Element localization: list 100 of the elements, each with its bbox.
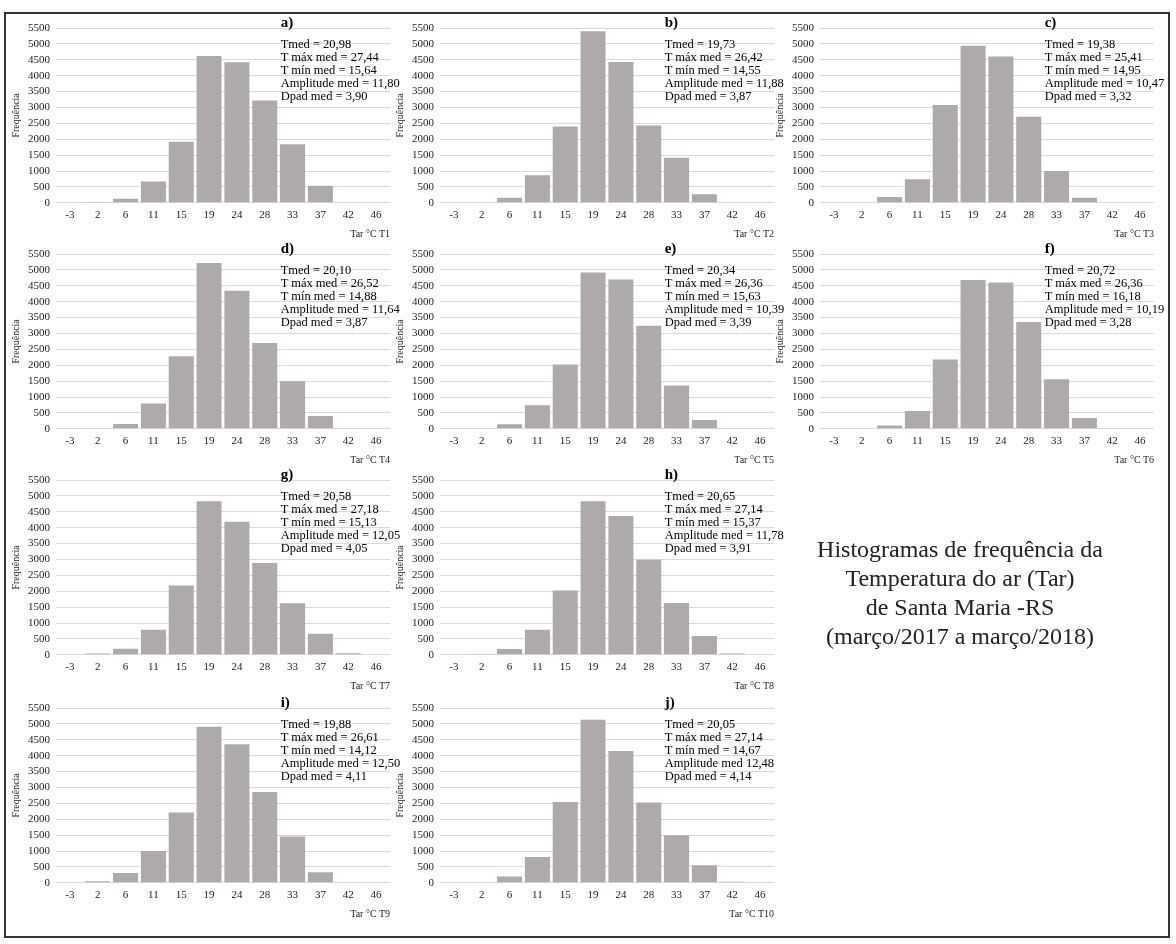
- y-tick-label: 2500: [28, 116, 51, 129]
- annotation: T máx med = 27,14: [664, 730, 764, 744]
- x-tick-label: 15: [559, 434, 572, 447]
- x-tick-label: 46: [370, 660, 383, 673]
- x-tick-label: -3: [449, 660, 459, 673]
- bar: [168, 812, 194, 883]
- y-tick-label: 3500: [792, 84, 815, 97]
- x-tick-label: 37: [1078, 434, 1091, 447]
- bar: [140, 629, 166, 655]
- y-tick-label: 2500: [412, 568, 435, 581]
- y-axis-title: Frequência: [773, 92, 785, 138]
- y-tick-label: 5000: [412, 262, 435, 275]
- x-tick-label: 46: [754, 208, 767, 221]
- annotation: Tmed = 20,05: [664, 717, 737, 731]
- annotation: T mín med = 14,12: [280, 743, 378, 757]
- y-tick-label: 5500: [28, 246, 51, 259]
- annotation: T máx med = 27,44: [280, 50, 380, 64]
- bar: [988, 282, 1014, 429]
- chart-title: g): [280, 466, 294, 483]
- bar: [224, 521, 250, 655]
- y-tick-label: 1500: [28, 148, 51, 161]
- x-tick-label: 11: [532, 888, 543, 901]
- x-tick-label: 15: [175, 434, 188, 447]
- y-tick-label: 2000: [412, 584, 435, 597]
- chart-title: f): [1044, 240, 1055, 257]
- y-tick-label: 1500: [792, 374, 815, 387]
- annotation: T máx med = 25,41: [1044, 50, 1144, 64]
- annotation: Amplitude med = 10,19: [1044, 302, 1165, 316]
- bar: [307, 633, 333, 655]
- y-tick-label: 4000: [412, 294, 435, 307]
- x-tick-label: 37: [698, 660, 711, 673]
- y-tick-label: 5500: [28, 472, 51, 485]
- bar: [664, 603, 690, 655]
- x-tick-label: 2: [479, 888, 485, 901]
- y-tick-label: 3000: [28, 552, 51, 565]
- annotation: Dpad med = 3,39: [664, 315, 752, 329]
- annotation: Amplitude med = 10,47: [1044, 76, 1165, 90]
- bar: [252, 562, 278, 655]
- y-tick-label: 2000: [28, 358, 51, 371]
- x-tick-label: 19: [203, 208, 216, 221]
- x-tick-label: 46: [370, 888, 383, 901]
- y-axis-title: Frequência: [393, 318, 405, 364]
- annotation: Amplitude med = 12,05: [280, 528, 401, 542]
- annotation: Dpad med = 3,28: [1044, 315, 1133, 329]
- y-axis-title: Frequência: [393, 772, 405, 818]
- bar: [307, 185, 333, 203]
- x-tick-label: 24: [615, 434, 627, 447]
- x-tick-label: 11: [532, 208, 543, 221]
- annotation: T máx med = 26,52: [280, 276, 380, 290]
- y-axis-title: Frequência: [393, 92, 405, 138]
- annotation: Amplitude med = 11,88: [664, 76, 784, 90]
- y-tick-label: 4000: [792, 68, 815, 81]
- x-tick-label: 2: [95, 208, 101, 221]
- x-tick-label: 28: [259, 660, 271, 673]
- y-tick-label: 5500: [412, 20, 435, 33]
- x-tick-label: -3: [65, 208, 75, 221]
- bar: [307, 872, 333, 883]
- y-tick-label: 5000: [412, 36, 435, 49]
- bar: [636, 325, 662, 429]
- bar: [932, 359, 958, 429]
- y-tick-label: 2500: [412, 342, 435, 355]
- x-tick-label: 6: [506, 660, 513, 673]
- y-tick-label: 3000: [792, 100, 815, 113]
- x-tick-label: 2: [479, 660, 485, 673]
- annotation: Tmed = 20,65: [664, 489, 737, 503]
- y-tick-label: 4000: [28, 520, 51, 533]
- y-tick-label: 2000: [28, 584, 51, 597]
- x-tick-label: 42: [726, 434, 738, 447]
- annotation: Amplitude med = 11,78: [664, 528, 784, 542]
- x-tick-label: 11: [148, 434, 159, 447]
- x-tick-label: -3: [449, 208, 459, 221]
- bar: [552, 802, 578, 883]
- annotation: T mín med = 15,37: [664, 515, 762, 529]
- bar: [580, 31, 606, 203]
- y-tick-label: 500: [33, 405, 51, 418]
- y-tick-label: 500: [33, 179, 51, 192]
- y-tick-label: 5000: [28, 36, 51, 49]
- x-tick-label: 42: [1106, 208, 1118, 221]
- x-tick-label: 6: [506, 888, 513, 901]
- y-tick-label: 0: [808, 421, 815, 434]
- x-tick-label: 6: [122, 434, 129, 447]
- y-tick-label: 1000: [412, 389, 435, 402]
- y-tick-label: 3500: [412, 310, 435, 323]
- y-tick-label: 5000: [412, 716, 435, 729]
- y-tick-label: 1500: [792, 148, 815, 161]
- x-tick-label: 2: [95, 660, 101, 673]
- y-tick-label: 500: [33, 859, 51, 872]
- x-tick-label: -3: [65, 434, 75, 447]
- bar: [691, 636, 717, 655]
- bar: [280, 836, 306, 883]
- y-tick-label: 1000: [412, 163, 435, 176]
- bar: [252, 100, 278, 203]
- y-tick-label: 2500: [28, 796, 51, 809]
- x-tick-label: 46: [754, 434, 767, 447]
- y-tick-label: 5500: [28, 20, 51, 33]
- bar: [1044, 171, 1070, 203]
- y-tick-label: 0: [44, 875, 51, 888]
- y-tick-label: 3500: [28, 764, 51, 777]
- chart-title: j): [664, 694, 675, 711]
- y-tick-label: 2500: [412, 116, 435, 129]
